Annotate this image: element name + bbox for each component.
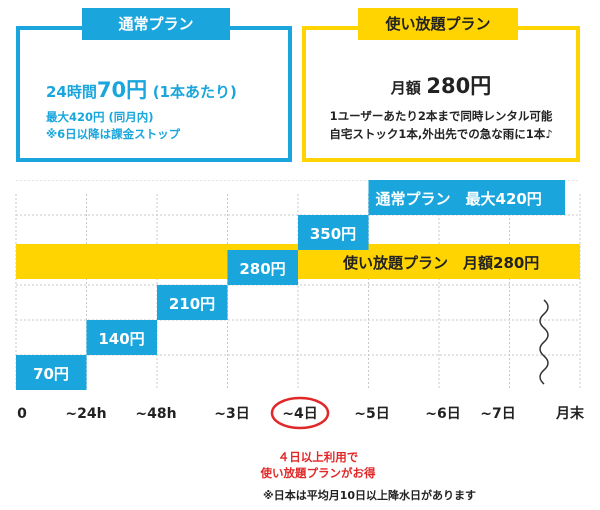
standard-step-label: 通常プラン 最大420円 xyxy=(376,190,542,208)
unlimited-price-prefix: 月額 xyxy=(390,79,421,97)
x-tick-label: ~5日 xyxy=(354,406,389,422)
standard-step-label: 350円 xyxy=(310,225,356,243)
unlimited-price-value: 280円 xyxy=(426,74,492,98)
unlimited-plan-desc-1: 1ユーザーあたり2本まで同時レンタル可能 xyxy=(329,109,553,123)
standard-price-value: 70円 xyxy=(96,78,148,102)
standard-step-bar xyxy=(16,355,87,390)
x-tick-label: ~4日 xyxy=(282,406,317,422)
standard-price-suffix: (1本あたり) xyxy=(152,83,237,101)
standard-step-bar xyxy=(157,285,228,320)
x-tick-label: ~3日 xyxy=(214,406,249,422)
footnote-rain-days: ※日本は平均月10日以上降水日があります xyxy=(263,489,477,502)
standard-price-prefix: 24時間 xyxy=(46,83,97,101)
x-tick-label: 0 xyxy=(17,406,27,422)
standard-step-bar xyxy=(368,180,565,215)
standard-plan-card: 24時間70円 (1本あたり) 最大420円 (同月内) ※6日以降は課金ストッ… xyxy=(16,26,292,162)
standard-step-bar xyxy=(227,250,298,285)
standard-plan-max-note: 最大420円 (同月内) xyxy=(46,110,154,124)
footnote-recommend: 使い放題プランがお得 xyxy=(260,466,376,480)
standard-step-label: 210円 xyxy=(169,295,215,313)
x-tick-label: ~6日 xyxy=(425,406,460,422)
unlimited-plan-card: 月額 280円 1ユーザーあたり2本まで同時レンタル可能 自宅ストック1本,外出… xyxy=(302,26,580,162)
standard-step-label: 140円 xyxy=(98,330,144,348)
x-tick-label: 月末 xyxy=(555,405,585,422)
axis-break-marker xyxy=(539,299,549,385)
highlight-circle xyxy=(270,396,330,430)
standard-step-label: 70円 xyxy=(33,365,69,383)
unlimited-plan-label: 使い放題プラン xyxy=(358,8,518,40)
standard-step-bar xyxy=(86,320,157,355)
standard-plan-label: 通常プラン xyxy=(82,8,230,40)
x-tick-label: ~24h xyxy=(65,406,106,422)
standard-step-bar xyxy=(298,215,369,250)
footnote-4days: ４日以上利用で xyxy=(277,450,359,464)
x-tick-label: ~7日 xyxy=(480,406,515,422)
standard-step-label: 280円 xyxy=(239,260,285,278)
unlimited-plan-desc-2: 自宅ストック1本,外出先での急な雨に1本♪ xyxy=(329,127,553,141)
unlimited-plan-band-label: 使い放題プラン 月額280円 xyxy=(342,254,539,272)
unlimited-plan-price: 月額 280円 xyxy=(306,70,576,100)
x-tick-label: ~48h xyxy=(135,406,176,422)
standard-plan-price: 24時間70円 (1本あたり) xyxy=(46,74,237,104)
standard-plan-stop-note: ※6日以降は課金ストップ xyxy=(46,127,181,141)
